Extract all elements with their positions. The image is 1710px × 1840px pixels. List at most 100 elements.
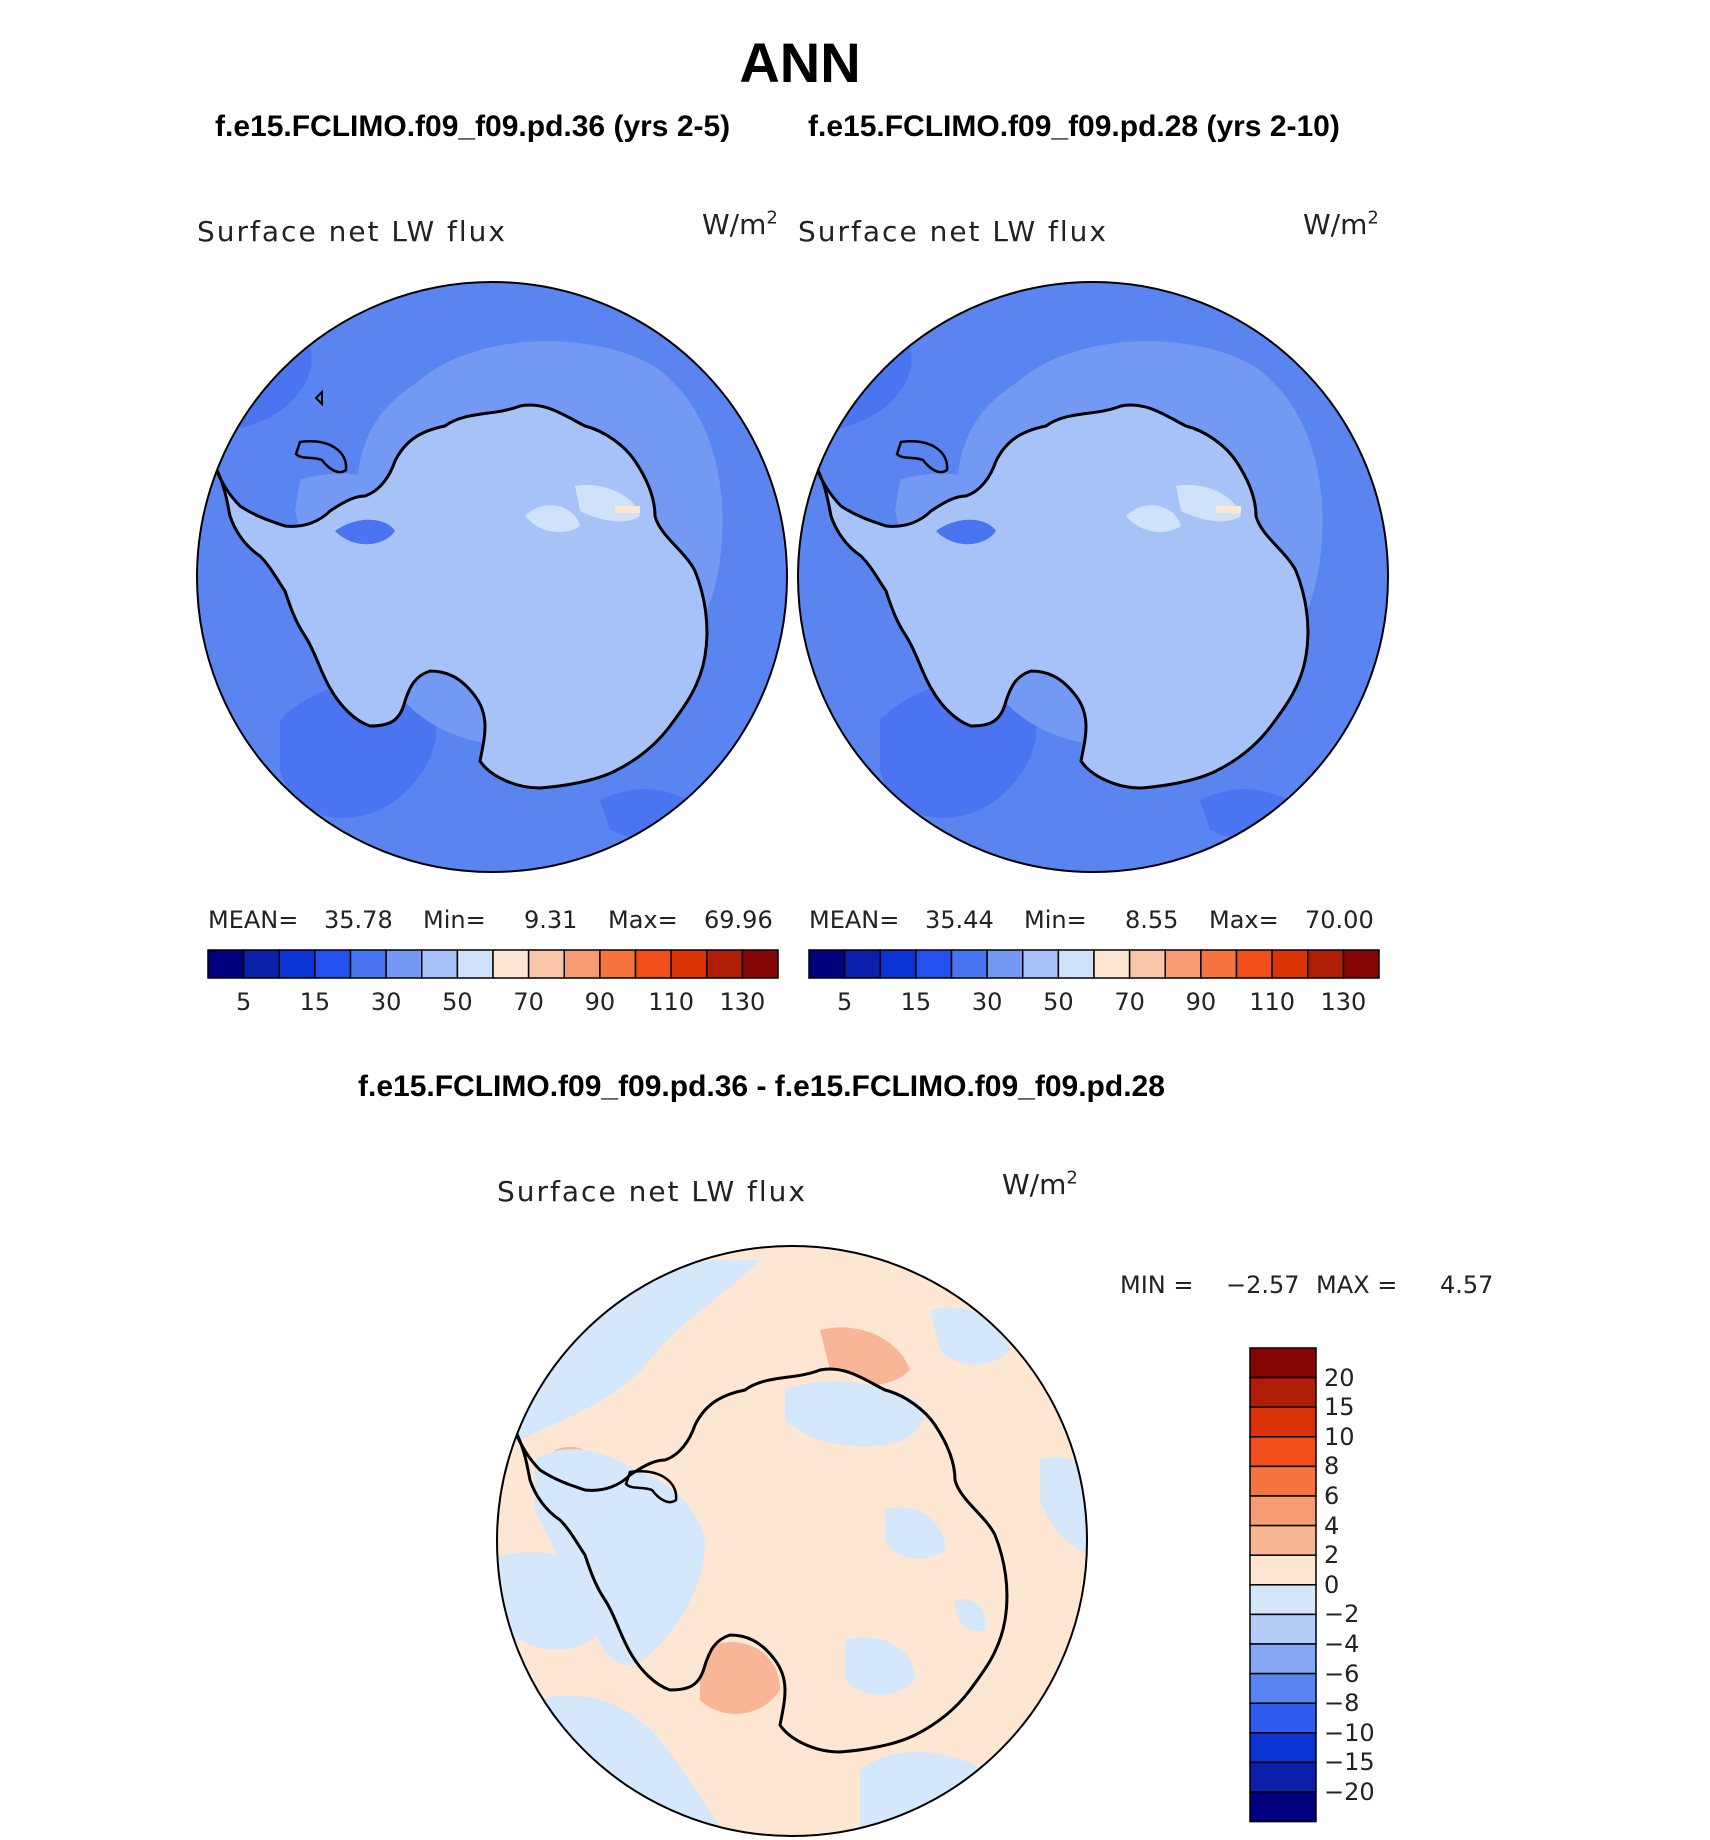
panel1-colorbar-tick-label: 50	[442, 988, 473, 1016]
panel1-stat-mean-label: MEAN=	[208, 906, 299, 934]
panel2-colorbar-tick-label: 15	[900, 988, 932, 1016]
panel2-colorbar-swatch	[843, 949, 881, 979]
panel2-map-border	[797, 281, 1389, 873]
panel3-colorbar-tick-label: 6	[1324, 1482, 1340, 1510]
panel3-units: W/m2	[1002, 1167, 1078, 1201]
panel1-colorbar-swatch	[599, 949, 637, 979]
panel3-colorbar-swatch	[1249, 1376, 1317, 1408]
case-title-left: f.e15.FCLIMO.f09_f09.pd.36 (yrs 2-5)	[215, 110, 731, 143]
panel3-colorbar	[1249, 1347, 1317, 1823]
panel2-colorbar-swatch	[1235, 949, 1273, 979]
panel1-colorbar-swatch	[242, 949, 280, 979]
panel2-colorbar-swatch	[986, 949, 1024, 979]
case-title-right: f.e15.FCLIMO.f09_f09.pd.28 (yrs 2-10)	[808, 110, 1340, 143]
panel3-colorbar-swatch	[1249, 1613, 1317, 1645]
panel3-colorbar-tick-label: −4	[1324, 1630, 1360, 1658]
panel1-stat-mean-value: 35.78	[324, 906, 393, 934]
panel2-colorbar-tick-label: 70	[1114, 988, 1145, 1016]
panel3-colorbar-swatch	[1249, 1524, 1317, 1556]
panel2-stat-min-label: Min=	[1024, 906, 1087, 934]
panel2-colorbar-swatch	[808, 949, 846, 979]
panel3-colorbar-tick-label: 8	[1324, 1452, 1340, 1481]
panel1-stat-max-label: Max=	[608, 906, 678, 934]
panel1-stat-min-label: Min=	[423, 906, 486, 934]
panel1-variable-label: Surface net LW flux	[197, 215, 507, 248]
panel2-colorbar-tick-label: 30	[971, 988, 1003, 1016]
panel1-units: W/m2	[702, 207, 778, 241]
panel2-colorbar-swatch	[1342, 949, 1380, 979]
panel2-colorbar-swatch	[1307, 949, 1345, 979]
panel2-colorbar-swatch	[1057, 949, 1095, 979]
panel1-colorbar-swatch	[492, 949, 530, 979]
panel3-colorbar-swatch	[1249, 1732, 1317, 1764]
panel2-colorbar-swatch	[1164, 949, 1202, 979]
panel3-colorbar-tick-label: −10	[1324, 1718, 1375, 1747]
panel3-colorbar-tick-label: −2	[1324, 1600, 1360, 1629]
panel2-colorbar-tick-label: 110	[1249, 988, 1296, 1016]
panel2-colorbar-swatch	[950, 949, 988, 979]
season-title: ANN	[739, 31, 861, 94]
panel2-colorbar-tick-label: 50	[1043, 988, 1074, 1016]
panel3-colorbar-tick-label: 4	[1324, 1511, 1340, 1540]
panel2-stat-mean-value: 35.44	[925, 906, 994, 934]
panel3-colorbar-tick-label: −8	[1324, 1689, 1360, 1718]
panel3-colorbar-tick-label: −20	[1324, 1778, 1375, 1806]
panel2-colorbar	[808, 949, 1380, 979]
panel3-map-border	[496, 1245, 1088, 1837]
panel2-stat-max-label: Max=	[1209, 906, 1279, 934]
panel1-colorbar-tick-label: 30	[370, 988, 402, 1016]
panel1-colorbar-swatch	[670, 949, 708, 979]
panel1-colorbar-tick-label: 15	[299, 988, 331, 1016]
panel3-stat-max-label: MAX =	[1316, 1271, 1398, 1299]
panel1-colorbar-swatch	[634, 949, 672, 979]
panel2-colorbar-swatch	[879, 949, 917, 979]
panel2-polar-map	[798, 282, 1388, 872]
panel3-colorbar-tick-label: 20	[1324, 1363, 1355, 1392]
panel2-colorbar-swatch	[915, 949, 953, 979]
panel1-colorbar-swatch	[278, 949, 316, 979]
panel1-colorbar-swatch	[563, 949, 601, 979]
panel2-colorbar-tick-label: 5	[836, 988, 853, 1016]
panel1-colorbar-tick-label: 70	[513, 988, 544, 1016]
panel2-colorbar-tick-label: 130	[1320, 988, 1367, 1016]
panel2-units: W/m2	[1303, 207, 1379, 241]
panel1-polar-map	[197, 282, 787, 872]
panel3-colorbar-swatch	[1249, 1761, 1317, 1793]
panel2-stat-max-value: 70.00	[1305, 906, 1374, 934]
panel3-colorbar-swatch	[1249, 1643, 1317, 1675]
panel3-variable-label: Surface net LW flux	[497, 1175, 807, 1208]
difference-title: f.e15.FCLIMO.f09_f09.pd.36 - f.e15.FCLIM…	[358, 1070, 1165, 1103]
panel2-stat-min-value: 8.55	[1125, 906, 1179, 934]
panel3-colorbar-tick-label: 15	[1324, 1393, 1355, 1422]
panel3-colorbar-swatch	[1249, 1702, 1317, 1734]
panel3-colorbar-swatch	[1249, 1495, 1317, 1527]
panel1-colorbar-swatch	[527, 949, 565, 979]
panel2-colorbar-swatch	[1093, 949, 1131, 979]
panel3-colorbar-swatch	[1249, 1406, 1317, 1438]
panel2-variable-label: Surface net LW flux	[798, 215, 1108, 248]
panel1-colorbar-swatch	[741, 949, 779, 979]
panel1-colorbar-tick-label: 110	[648, 988, 695, 1016]
panel1-colorbar-swatch	[385, 949, 423, 979]
panel3-colorbar-tick-label: −15	[1324, 1748, 1375, 1777]
panel1-colorbar-swatch	[349, 949, 387, 979]
panel3-colorbar-tick-label: 10	[1324, 1422, 1355, 1451]
panel1-colorbar-tick-label: 5	[235, 988, 252, 1016]
panel1-colorbar-swatch	[207, 949, 245, 979]
panel3-stat-max-value: 4.57	[1440, 1271, 1494, 1299]
panel3-colorbar-tick-label: 0	[1324, 1570, 1340, 1599]
panel1-stat-min-value: 9.31	[524, 906, 578, 934]
panel3-colorbar-swatch	[1249, 1584, 1317, 1616]
panel1-colorbar-tick-label: 130	[719, 988, 766, 1016]
panel1-colorbar-swatch	[421, 949, 459, 979]
panel3-stat-min-label: MIN =	[1120, 1271, 1194, 1299]
panel2-colorbar-swatch	[1200, 949, 1238, 979]
panel3-colorbar-swatch	[1249, 1347, 1317, 1379]
panel3-colorbar-swatch	[1249, 1791, 1317, 1823]
panel2-colorbar-swatch	[1271, 949, 1309, 979]
panel2-colorbar-swatch	[1128, 949, 1166, 979]
panel1-stat-max-value: 69.96	[704, 906, 773, 934]
panel1-colorbar-swatch	[706, 949, 744, 979]
panel3-stat-min-value: −2.57	[1226, 1271, 1300, 1299]
